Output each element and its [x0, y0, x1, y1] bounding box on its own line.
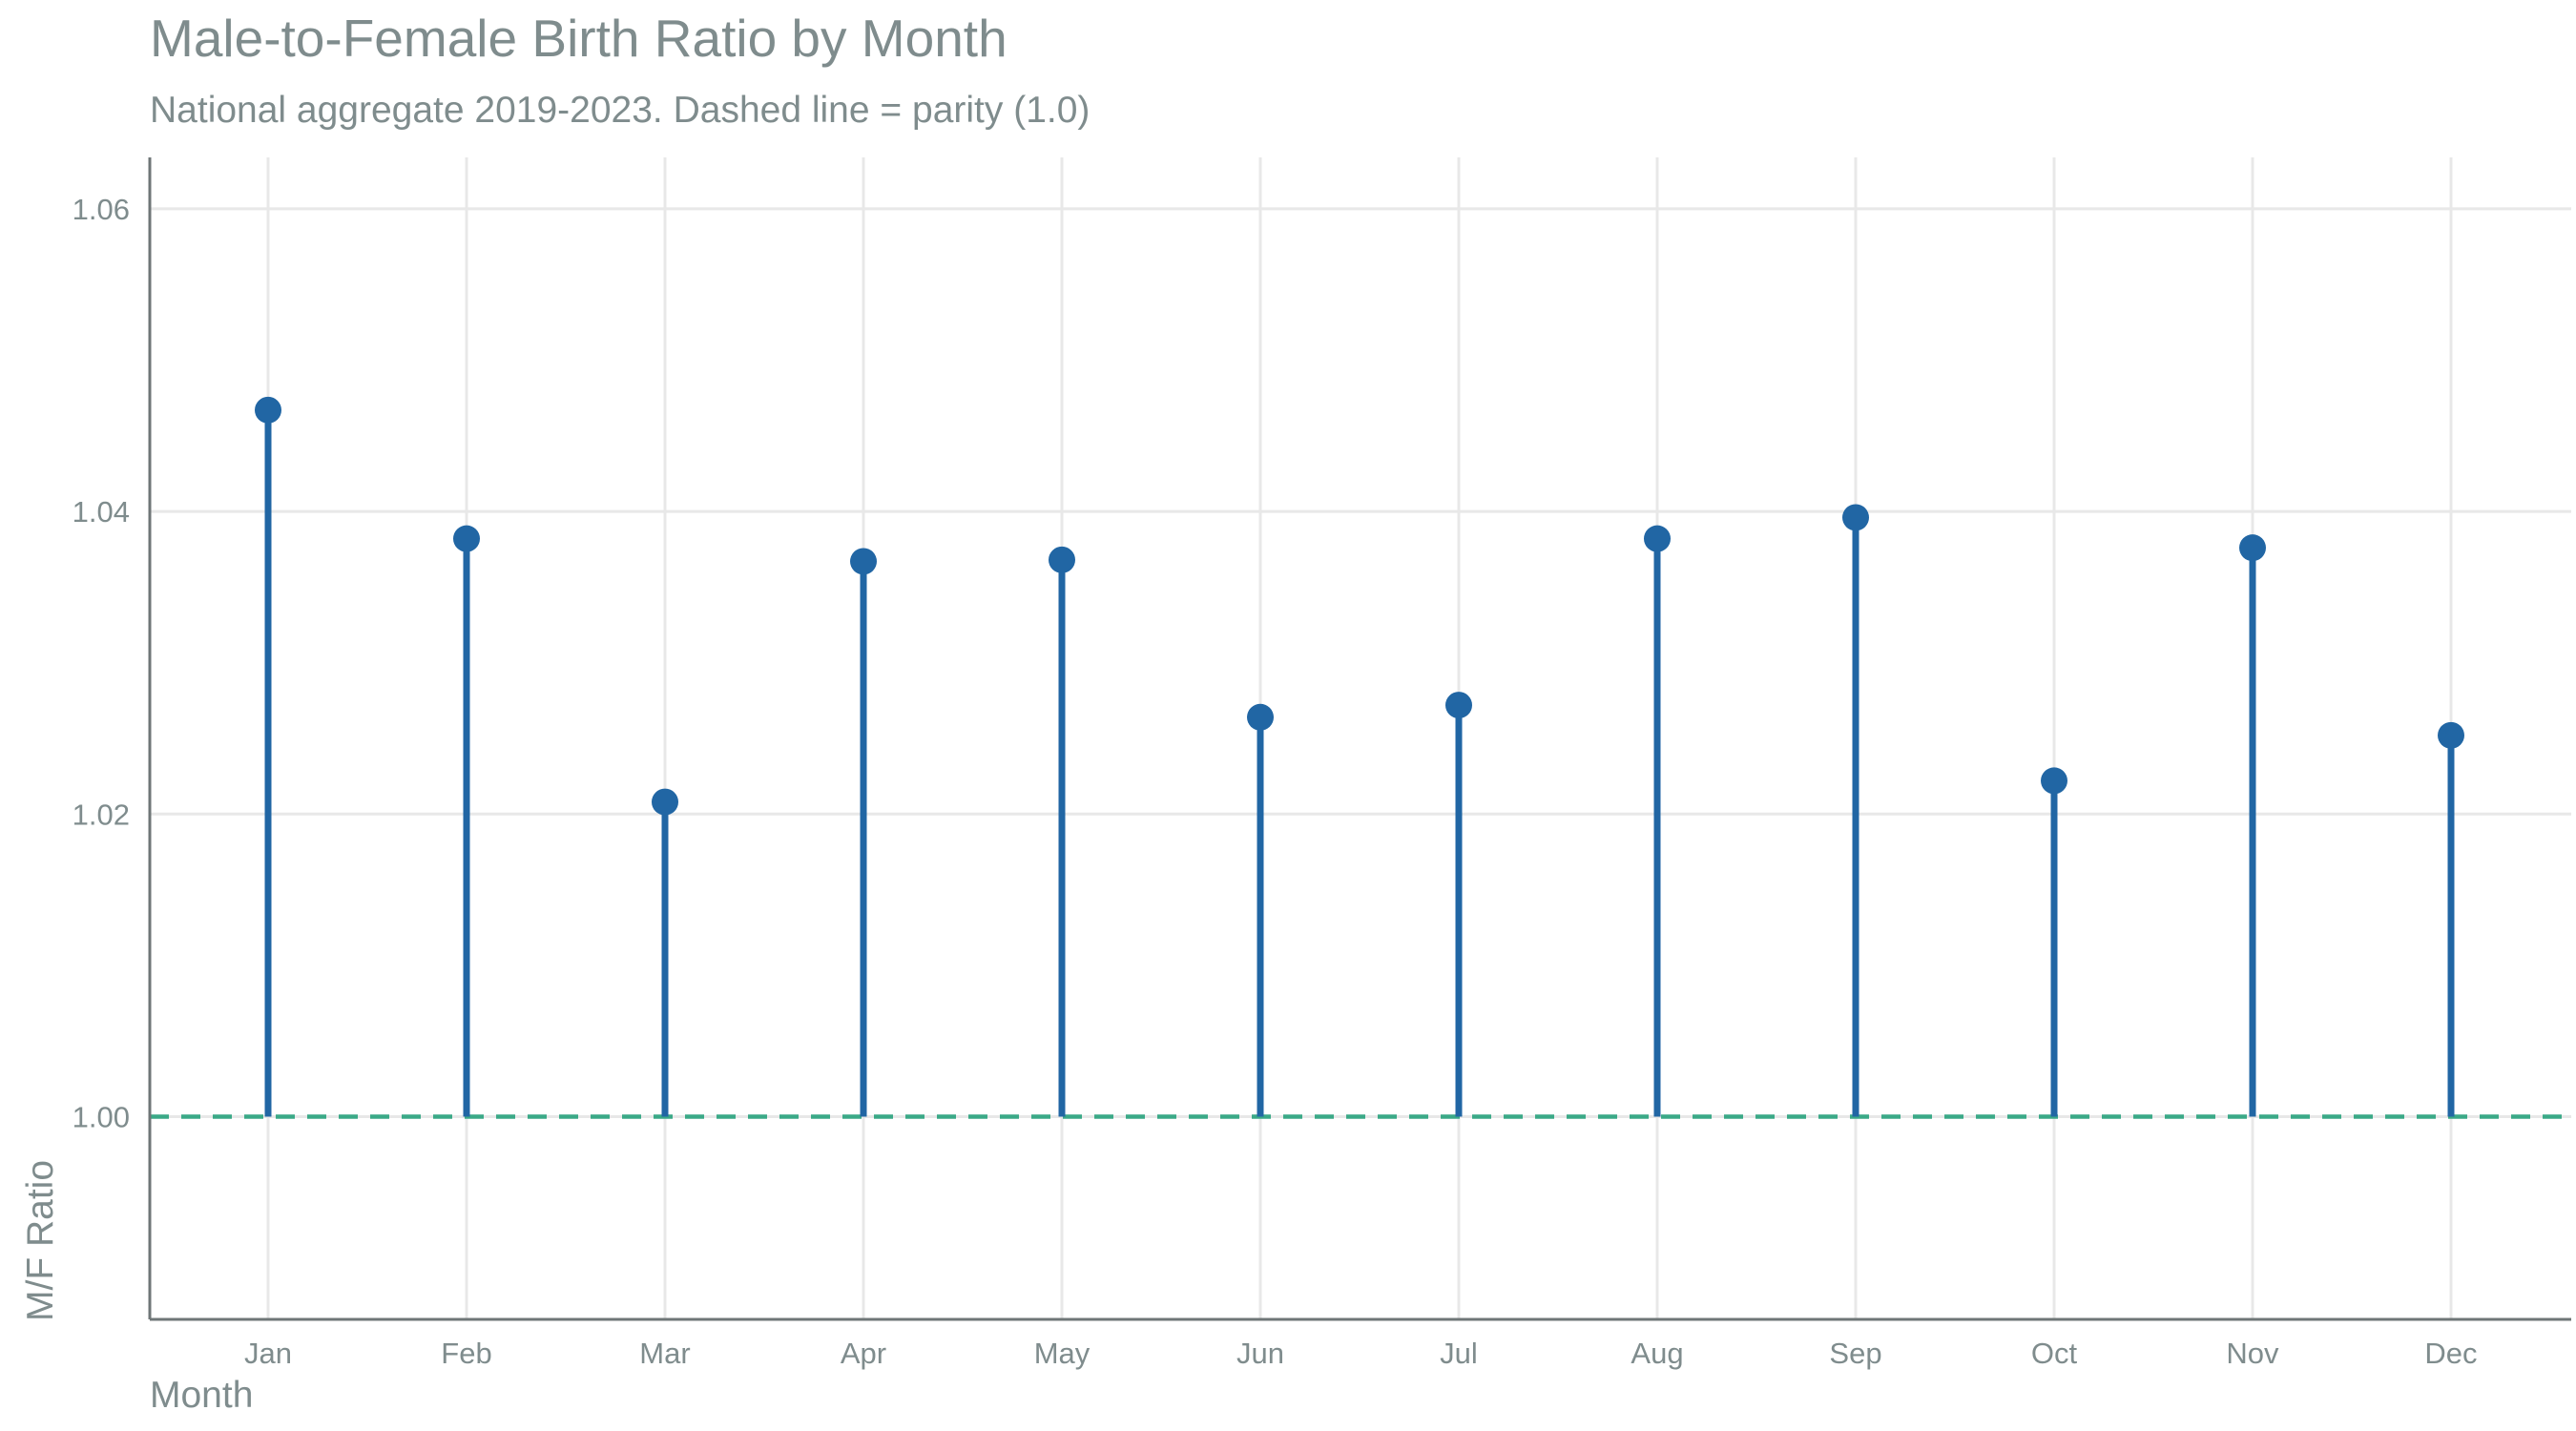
point-may [1049, 546, 1075, 573]
point-jul [1445, 692, 1472, 719]
y-tick-label: 1.00 [73, 1100, 130, 1133]
x-tick-label: Sep [1829, 1337, 1881, 1370]
y-tick-label: 1.02 [73, 798, 130, 831]
x-tick-label: Oct [2031, 1337, 2078, 1370]
point-aug [1644, 525, 1671, 552]
y-axis-label: M/F Ratio [20, 1160, 61, 1321]
axes [148, 157, 2571, 1321]
point-dec [2438, 721, 2464, 749]
points-group [255, 396, 2464, 816]
point-apr [850, 548, 877, 575]
chart-title: Male-to-Female Birth Ratio by Month [150, 9, 1008, 68]
grid-lines [150, 157, 2571, 1319]
chart-subtitle: National aggregate 2019-2023. Dashed lin… [150, 90, 1091, 131]
stems-group [264, 409, 2455, 1117]
x-axis-label: Month [150, 1375, 253, 1416]
x-tick-label: Dec [2424, 1337, 2477, 1370]
x-tick-label: Aug [1631, 1337, 1683, 1370]
point-jun [1247, 703, 1274, 731]
x-tick-label: Mar [639, 1337, 690, 1370]
y-tick-label: 1.06 [73, 193, 130, 226]
point-oct [2041, 767, 2067, 795]
x-tick-label: May [1034, 1337, 1091, 1370]
x-tick-label: Nov [2226, 1337, 2279, 1370]
x-tick-labels: Jan Feb Mar Apr May Jun Jul Aug Sep Oct Nov Dec [244, 1337, 2478, 1370]
x-tick-label: Jun [1236, 1337, 1284, 1370]
x-tick-label: Apr [841, 1337, 886, 1370]
point-sep [1842, 504, 1869, 531]
y-tick-labels: 1.00 1.02 1.04 1.06 [73, 193, 130, 1134]
x-tick-label: Feb [441, 1337, 491, 1370]
x-tick-label: Jul [1440, 1337, 1478, 1370]
y-tick-label: 1.04 [73, 495, 130, 529]
x-tick-label: Jan [244, 1337, 292, 1370]
point-mar [652, 788, 678, 816]
point-nov [2239, 534, 2266, 562]
point-feb [453, 525, 480, 552]
point-jan [255, 396, 281, 424]
